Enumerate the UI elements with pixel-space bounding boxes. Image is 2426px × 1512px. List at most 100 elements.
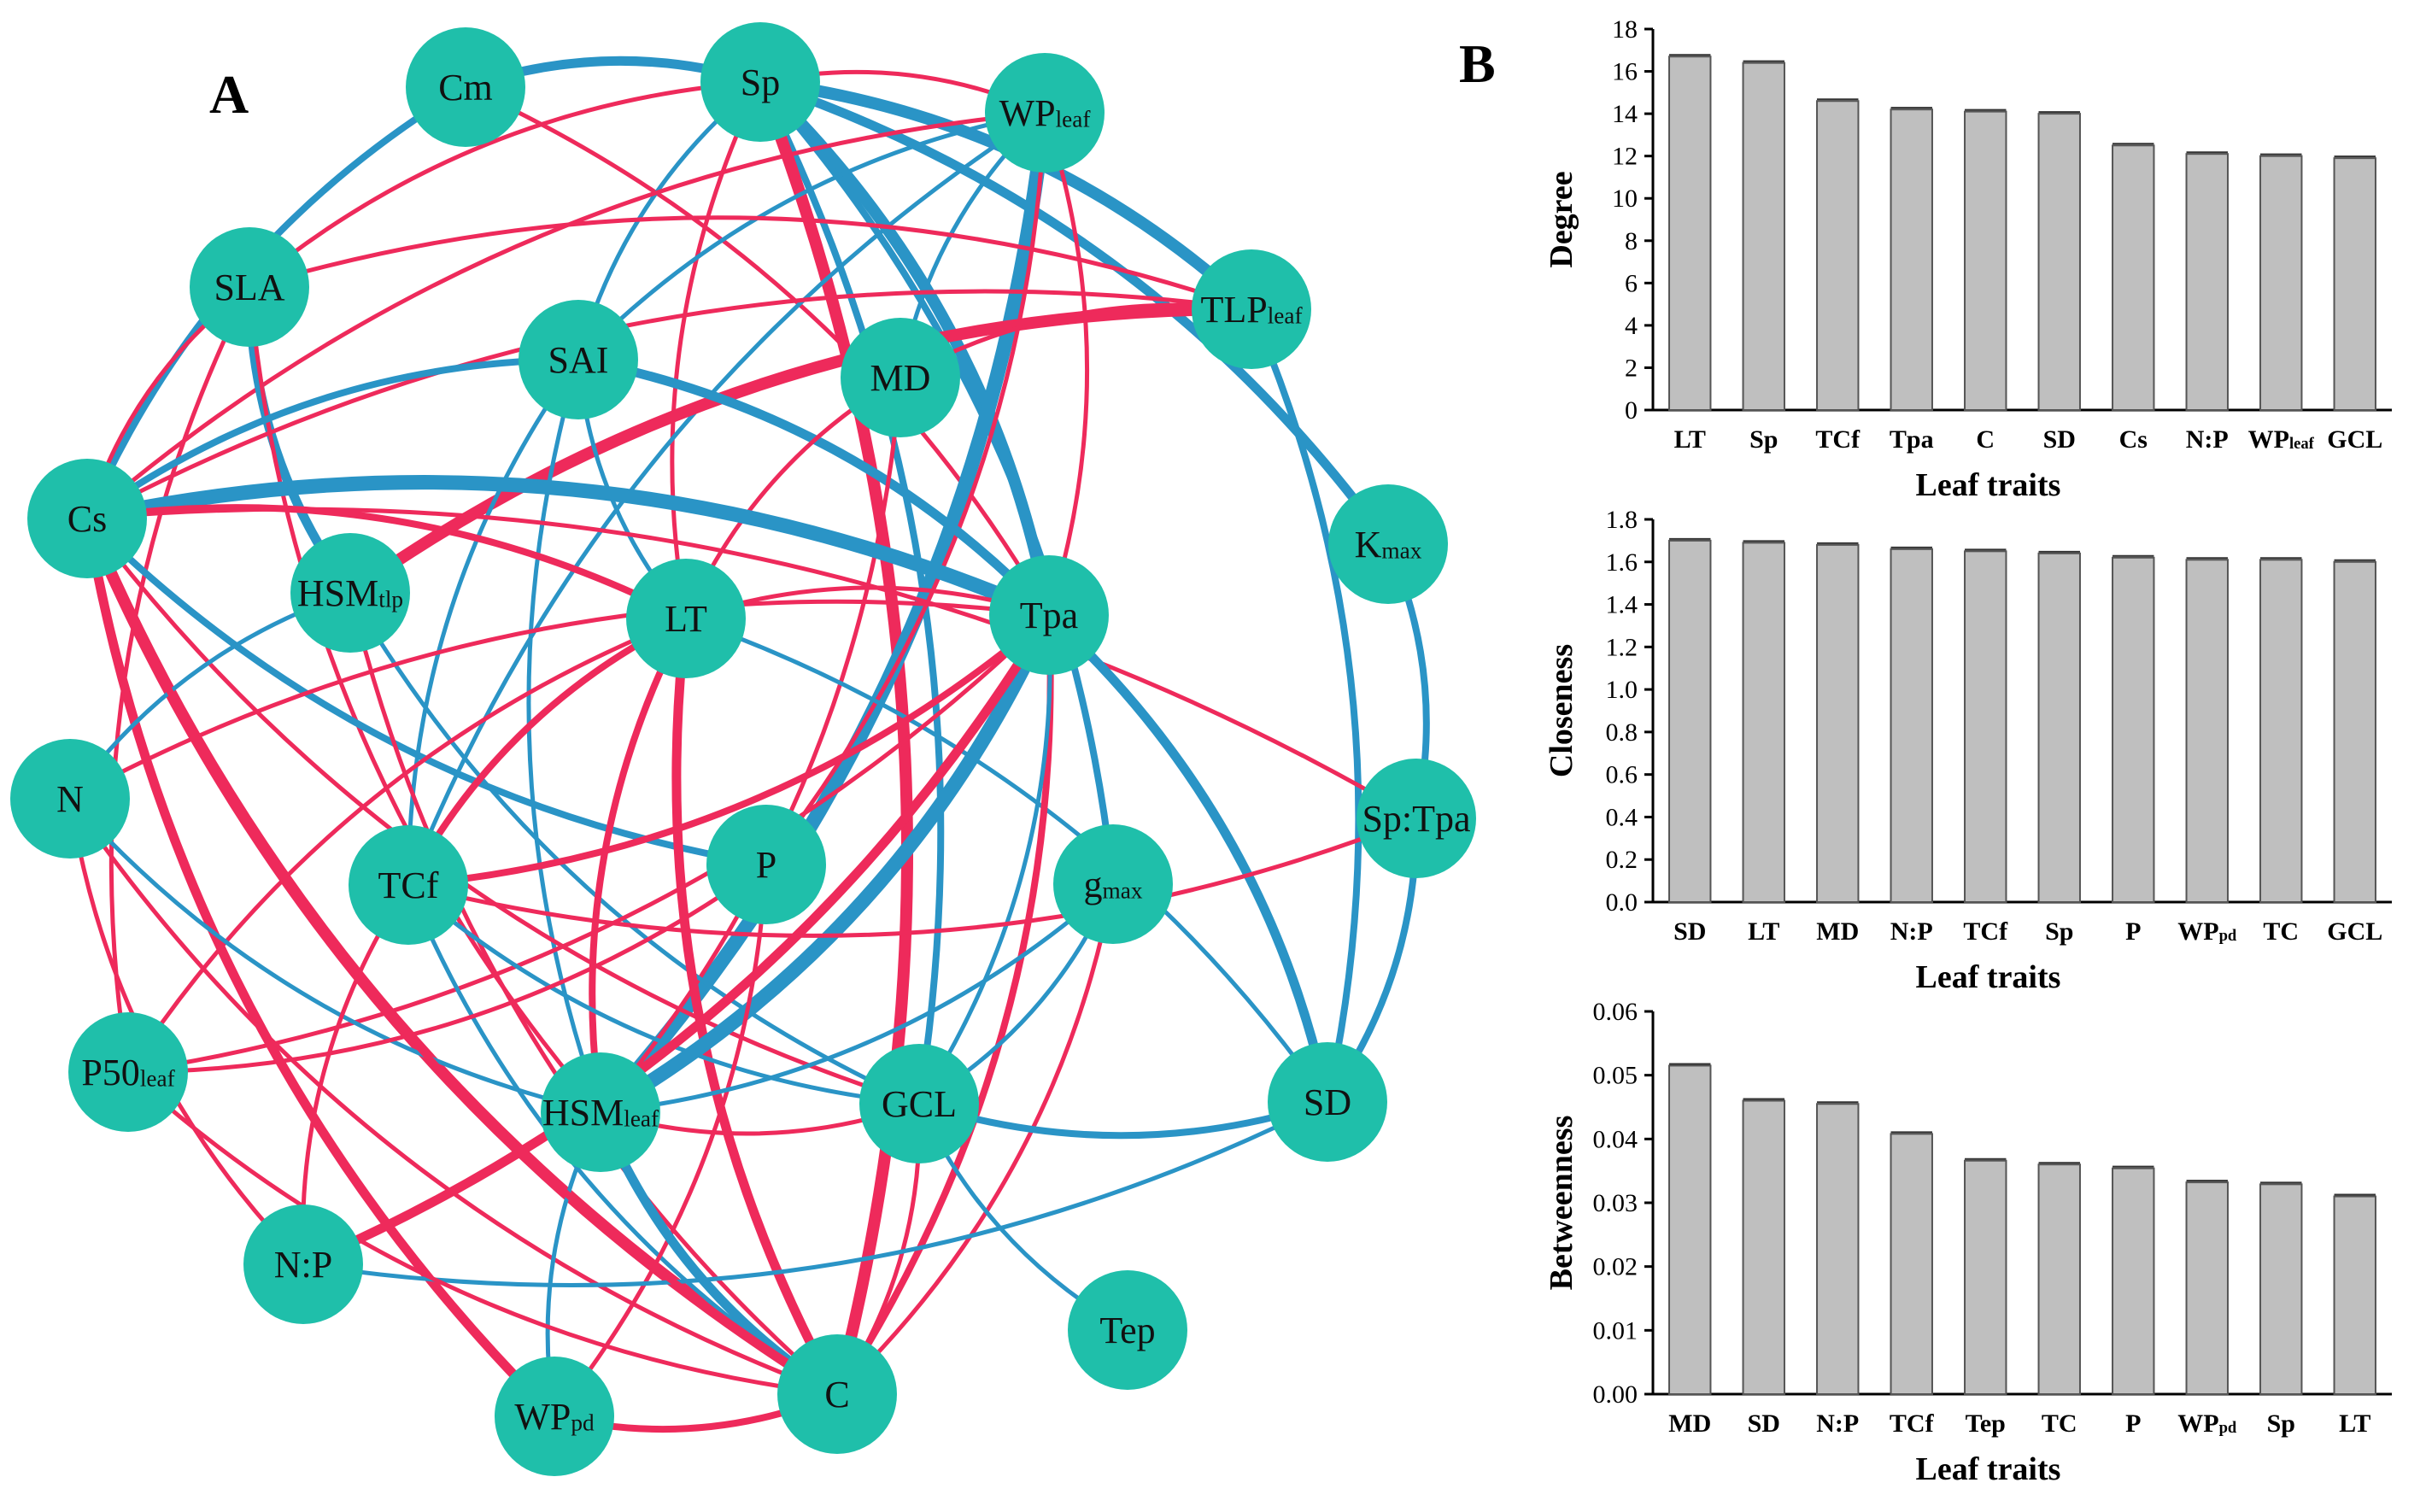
node-WPleaf: WPleaf	[985, 53, 1105, 173]
category-label: TCf	[1815, 425, 1861, 454]
node-label-sub: leaf	[1268, 302, 1304, 328]
node-label-main: N:P	[274, 1244, 332, 1286]
edge-C-Cs	[84, 515, 841, 1398]
y-tick-label: 1.0	[1606, 676, 1638, 704]
node-label: GCL	[882, 1083, 957, 1125]
category-label-sub: leaf	[2289, 435, 2315, 453]
category-label-main: LT	[1748, 917, 1779, 946]
bar-LT	[2333, 1195, 2376, 1395]
category-label: TCf	[1963, 917, 2008, 946]
node-Sp: Sp	[700, 22, 820, 142]
bar-Cs	[2112, 144, 2155, 411]
chart-degree: 0 2 4 6 8 10 12 14 16 18 LT Sp TCf Tpa C SD Cs N:P WPleaf G…	[1544, 15, 2392, 503]
node-Tep: Tep	[1068, 1270, 1187, 1390]
bar-SD	[2037, 113, 2081, 411]
y-tick-label: 0.05	[1593, 1062, 1638, 1090]
category-label: SD	[1673, 917, 1706, 946]
node-label-main: GCL	[882, 1083, 957, 1125]
category-label-main: SD	[1673, 917, 1706, 946]
bar-P	[2112, 556, 2155, 903]
node-label-main: SLA	[214, 267, 284, 308]
category-label: LT	[2339, 1409, 2370, 1438]
node-label: SD	[1304, 1081, 1351, 1123]
edge-WPleaf-TCf	[406, 110, 1047, 888]
category-label-main: Sp	[2267, 1409, 2295, 1438]
y-tick-label: 16	[1612, 58, 1638, 86]
category-label: LT	[1674, 425, 1706, 454]
node-circle	[989, 555, 1109, 675]
y-tick-label: 1.6	[1606, 548, 1638, 577]
node-circle	[700, 22, 820, 142]
node-label-main: SAI	[548, 339, 609, 381]
node-label-main: LT	[665, 598, 707, 640]
node-NP: N:P	[243, 1204, 363, 1324]
y-tick-label: 0.02	[1593, 1253, 1638, 1281]
network-edges	[67, 56, 1430, 1433]
category-label-main: WP	[2248, 425, 2289, 454]
chart-betweenness: 0.00 0.01 0.02 0.03 0.04 0.05 0.06 MD SD N:P TCf Te…	[1544, 998, 2392, 1487]
node-Cs: Cs	[27, 459, 147, 578]
bar-N:P	[1816, 1103, 1860, 1396]
node-circle	[1192, 249, 1311, 369]
bar-N:P	[1890, 548, 1933, 903]
category-label: Sp	[2045, 917, 2073, 946]
panel-a-letter: A	[209, 64, 249, 125]
bar-C	[1964, 110, 2007, 411]
edge-MD-HSMleaf	[598, 375, 903, 1115]
node-label-main: MD	[870, 357, 931, 399]
bar-TCf	[1890, 1133, 1933, 1395]
node-circle	[985, 53, 1105, 173]
node-LT: LT	[626, 559, 746, 678]
edge-WPleaf-Cs	[85, 110, 1047, 521]
bar-SD	[1742, 1099, 1785, 1395]
category-label-main: C	[1976, 425, 1995, 454]
node-label-main: TCf	[378, 864, 439, 906]
category-label: Sp	[1749, 425, 1778, 454]
edge-WPleaf-P	[764, 110, 1047, 867]
edge-LT-HSMleaf	[589, 615, 689, 1116]
node-label-main: SD	[1304, 1081, 1351, 1123]
bar-TC	[2259, 559, 2303, 903]
node-label-sub: tlp	[378, 586, 403, 612]
edge-gmax-C	[835, 882, 1116, 1397]
edge-NP-Tpa	[298, 610, 1054, 1269]
bar-MD	[1668, 1064, 1712, 1395]
node-label: Cs	[67, 498, 107, 540]
category-label: Tep	[1966, 1409, 2006, 1438]
category-label: MD	[1816, 917, 1859, 946]
edge-TCf-GCL	[406, 882, 922, 1106]
category-label-sub: pd	[2219, 1419, 2237, 1437]
bar-MD	[1816, 543, 1860, 903]
node-label: Tep	[1099, 1310, 1155, 1351]
edge-P-P50leaf	[126, 862, 769, 1075]
node-label-main: Cm	[438, 67, 493, 108]
node-label: C	[824, 1374, 849, 1415]
edge-Tpa-C	[834, 612, 1054, 1398]
node-label: HSMleaf	[542, 1092, 659, 1134]
node-circle	[10, 739, 130, 859]
category-label: SD	[2043, 425, 2076, 454]
node-label-main: WP	[999, 92, 1056, 134]
category-label: TC	[2263, 917, 2299, 946]
y-tick-label: 1.2	[1606, 633, 1638, 661]
node-circle	[541, 1052, 660, 1172]
node-Kmax: Kmax	[1328, 484, 1448, 604]
category-label-main: TCf	[1890, 1409, 1935, 1438]
y-tick-label: 0.04	[1593, 1125, 1638, 1153]
node-label: N	[56, 778, 84, 820]
edge-SpTpa-TCf	[406, 816, 1419, 938]
category-label-main: MD	[1668, 1409, 1711, 1438]
bar-TCf	[1816, 100, 1860, 411]
edge-Sp-Kmax	[755, 77, 1393, 549]
bar-Sp	[1742, 62, 1785, 412]
edge-Cs-LT	[84, 504, 689, 622]
node-label: TLPleaf	[1200, 289, 1303, 331]
category-label: GCL	[2327, 917, 2382, 946]
edge-WPleaf-SAI	[576, 110, 1047, 362]
node-circle	[1053, 824, 1173, 944]
node-label-main: Sp:Tpa	[1362, 798, 1470, 840]
edge-Cs-SpTpa	[85, 507, 1419, 821]
node-circle	[349, 825, 468, 945]
node-circle	[841, 318, 960, 437]
